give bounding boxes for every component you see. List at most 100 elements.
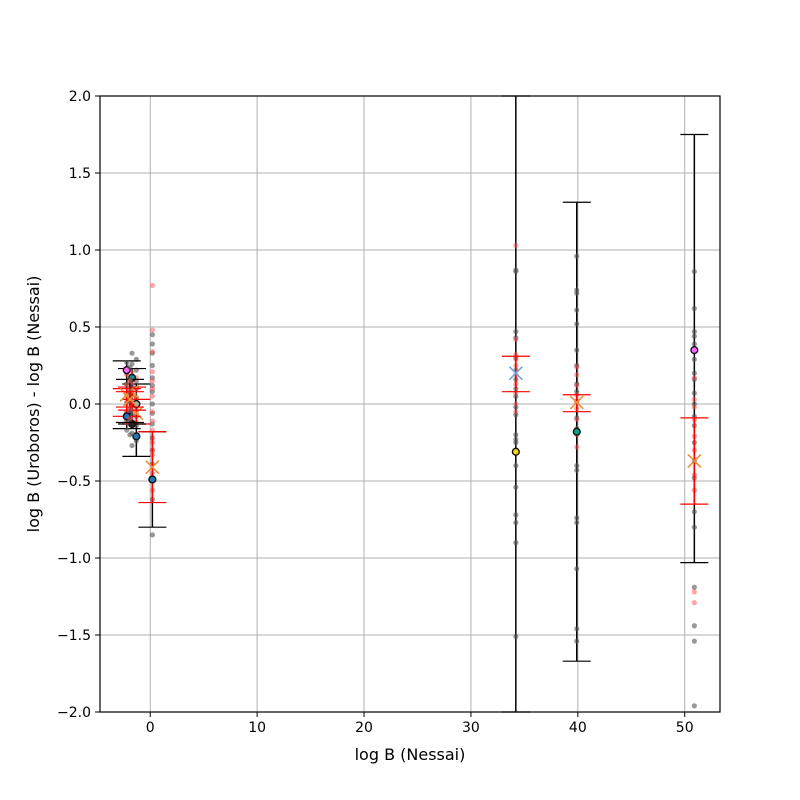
red-point xyxy=(513,409,519,415)
gray-point xyxy=(691,390,697,396)
mean-marker-0 xyxy=(508,366,523,381)
y-tick-label: −1.0 xyxy=(57,551,91,567)
gray-point xyxy=(691,509,697,515)
gray-point xyxy=(691,333,697,339)
gray-point xyxy=(127,364,133,370)
gray-point xyxy=(691,703,697,709)
gray-point xyxy=(691,370,697,376)
gray-point xyxy=(574,290,580,296)
gray-point xyxy=(513,484,519,490)
gray-point xyxy=(129,350,135,356)
y-tick-label: 2.0 xyxy=(69,89,91,105)
gray-point xyxy=(691,623,697,629)
red-point xyxy=(574,372,580,378)
gray-point xyxy=(149,362,155,369)
red-point xyxy=(691,396,697,402)
gray-point xyxy=(513,519,519,526)
gray-point xyxy=(691,329,697,335)
red-point xyxy=(127,378,133,384)
x-axis-label: log B (Nessai) xyxy=(355,745,466,764)
mean-marker-3 xyxy=(145,460,160,475)
gray-point xyxy=(149,532,155,538)
gray-point xyxy=(691,356,697,362)
red-point xyxy=(149,282,155,289)
x-tick-label: 50 xyxy=(676,720,694,736)
gray-point xyxy=(574,463,580,469)
highlight-point xyxy=(690,346,699,355)
gray-point xyxy=(574,321,580,327)
mean-marker-1 xyxy=(569,395,584,410)
red-point xyxy=(574,364,580,370)
highlight-point xyxy=(148,475,157,484)
gray-point xyxy=(574,566,580,572)
axis-ticks: 0 10 20 30 40 50 −2.0 −1.5 −1.0 −0.5 0.0 0.5 1.0 1.5 2… xyxy=(57,89,694,736)
gray-point xyxy=(574,467,580,473)
red-point xyxy=(691,589,697,595)
gray-point xyxy=(574,347,580,353)
x-tick-label: 40 xyxy=(569,720,587,736)
gray-point xyxy=(513,432,519,438)
gray-point xyxy=(691,524,697,530)
y-tick-label: −2.0 xyxy=(57,705,91,721)
red-point xyxy=(691,404,697,410)
gray-point xyxy=(149,332,155,338)
y-tick-label: 0.0 xyxy=(69,397,91,413)
highlight-point xyxy=(132,432,141,441)
mean-marker-7 xyxy=(122,392,137,407)
x-tick-label: 10 xyxy=(248,720,266,736)
red-point xyxy=(149,418,155,424)
red-point xyxy=(149,386,155,392)
gray-point xyxy=(691,268,697,275)
red-point xyxy=(513,336,519,342)
gray-point xyxy=(574,307,580,313)
y-tick-label: 1.5 xyxy=(69,166,91,182)
highlight-point xyxy=(572,427,581,436)
gray-point xyxy=(129,442,135,449)
gray-point xyxy=(574,626,580,632)
red-point xyxy=(574,382,580,389)
y-axis-label: log B (Uroboros) - log B (Nessai) xyxy=(24,276,43,533)
x-tick-label: 0 xyxy=(146,720,155,736)
gray-point xyxy=(513,463,519,469)
red-point xyxy=(513,242,519,248)
gray-point xyxy=(691,584,697,590)
y-tick-label: 0.5 xyxy=(69,320,91,336)
red-point xyxy=(574,444,580,450)
red-point xyxy=(691,375,697,381)
gray-point xyxy=(513,439,519,446)
red-point xyxy=(149,349,155,355)
gray-point xyxy=(513,633,519,640)
plot-data xyxy=(112,95,709,713)
gray-point xyxy=(513,512,519,518)
gray-point xyxy=(124,427,130,433)
red-point xyxy=(574,416,580,422)
red-point xyxy=(691,600,697,606)
gray-point xyxy=(513,268,519,275)
y-tick-label: −1.5 xyxy=(57,628,91,644)
red-point xyxy=(149,369,155,375)
red-point xyxy=(149,327,155,333)
red-point xyxy=(149,409,155,415)
x-tick-label: 20 xyxy=(355,720,373,736)
red-point xyxy=(124,382,130,389)
red-point xyxy=(513,401,519,407)
gray-point xyxy=(127,432,133,438)
gray-point xyxy=(574,253,580,259)
y-tick-label: 1.0 xyxy=(69,243,91,259)
x-tick-label: 30 xyxy=(462,720,480,736)
gray-point xyxy=(149,341,155,347)
mean-marker-2 xyxy=(687,453,702,469)
gray-point xyxy=(691,341,697,347)
gray-point xyxy=(574,638,580,644)
gray-point xyxy=(513,329,519,335)
red-point xyxy=(149,378,155,384)
gray-point xyxy=(574,515,580,521)
gray-point xyxy=(691,638,697,644)
y-tick-label: −0.5 xyxy=(57,474,91,490)
gray-point xyxy=(124,359,130,366)
red-point xyxy=(149,393,155,399)
gray-point xyxy=(574,519,580,526)
highlight-point xyxy=(511,447,520,456)
